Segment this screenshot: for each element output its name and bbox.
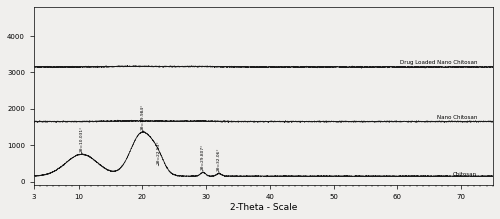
Text: 2θ=22.53°: 2θ=22.53° [156, 140, 160, 164]
X-axis label: 2-Theta - Scale: 2-Theta - Scale [230, 203, 297, 212]
Text: Chitosan: Chitosan [453, 172, 477, 177]
Text: 2θ=32.06°: 2θ=32.06° [217, 148, 221, 171]
Text: Nano Chitosan: Nano Chitosan [436, 115, 477, 120]
Text: 2θ=29.807°: 2θ=29.807° [201, 144, 205, 170]
Text: Drug Loaded Nano Chitosan: Drug Loaded Nano Chitosan [400, 60, 477, 65]
Text: 2θ=19.984°: 2θ=19.984° [141, 104, 145, 130]
Text: 2θ=10.031°: 2θ=10.031° [80, 125, 84, 152]
